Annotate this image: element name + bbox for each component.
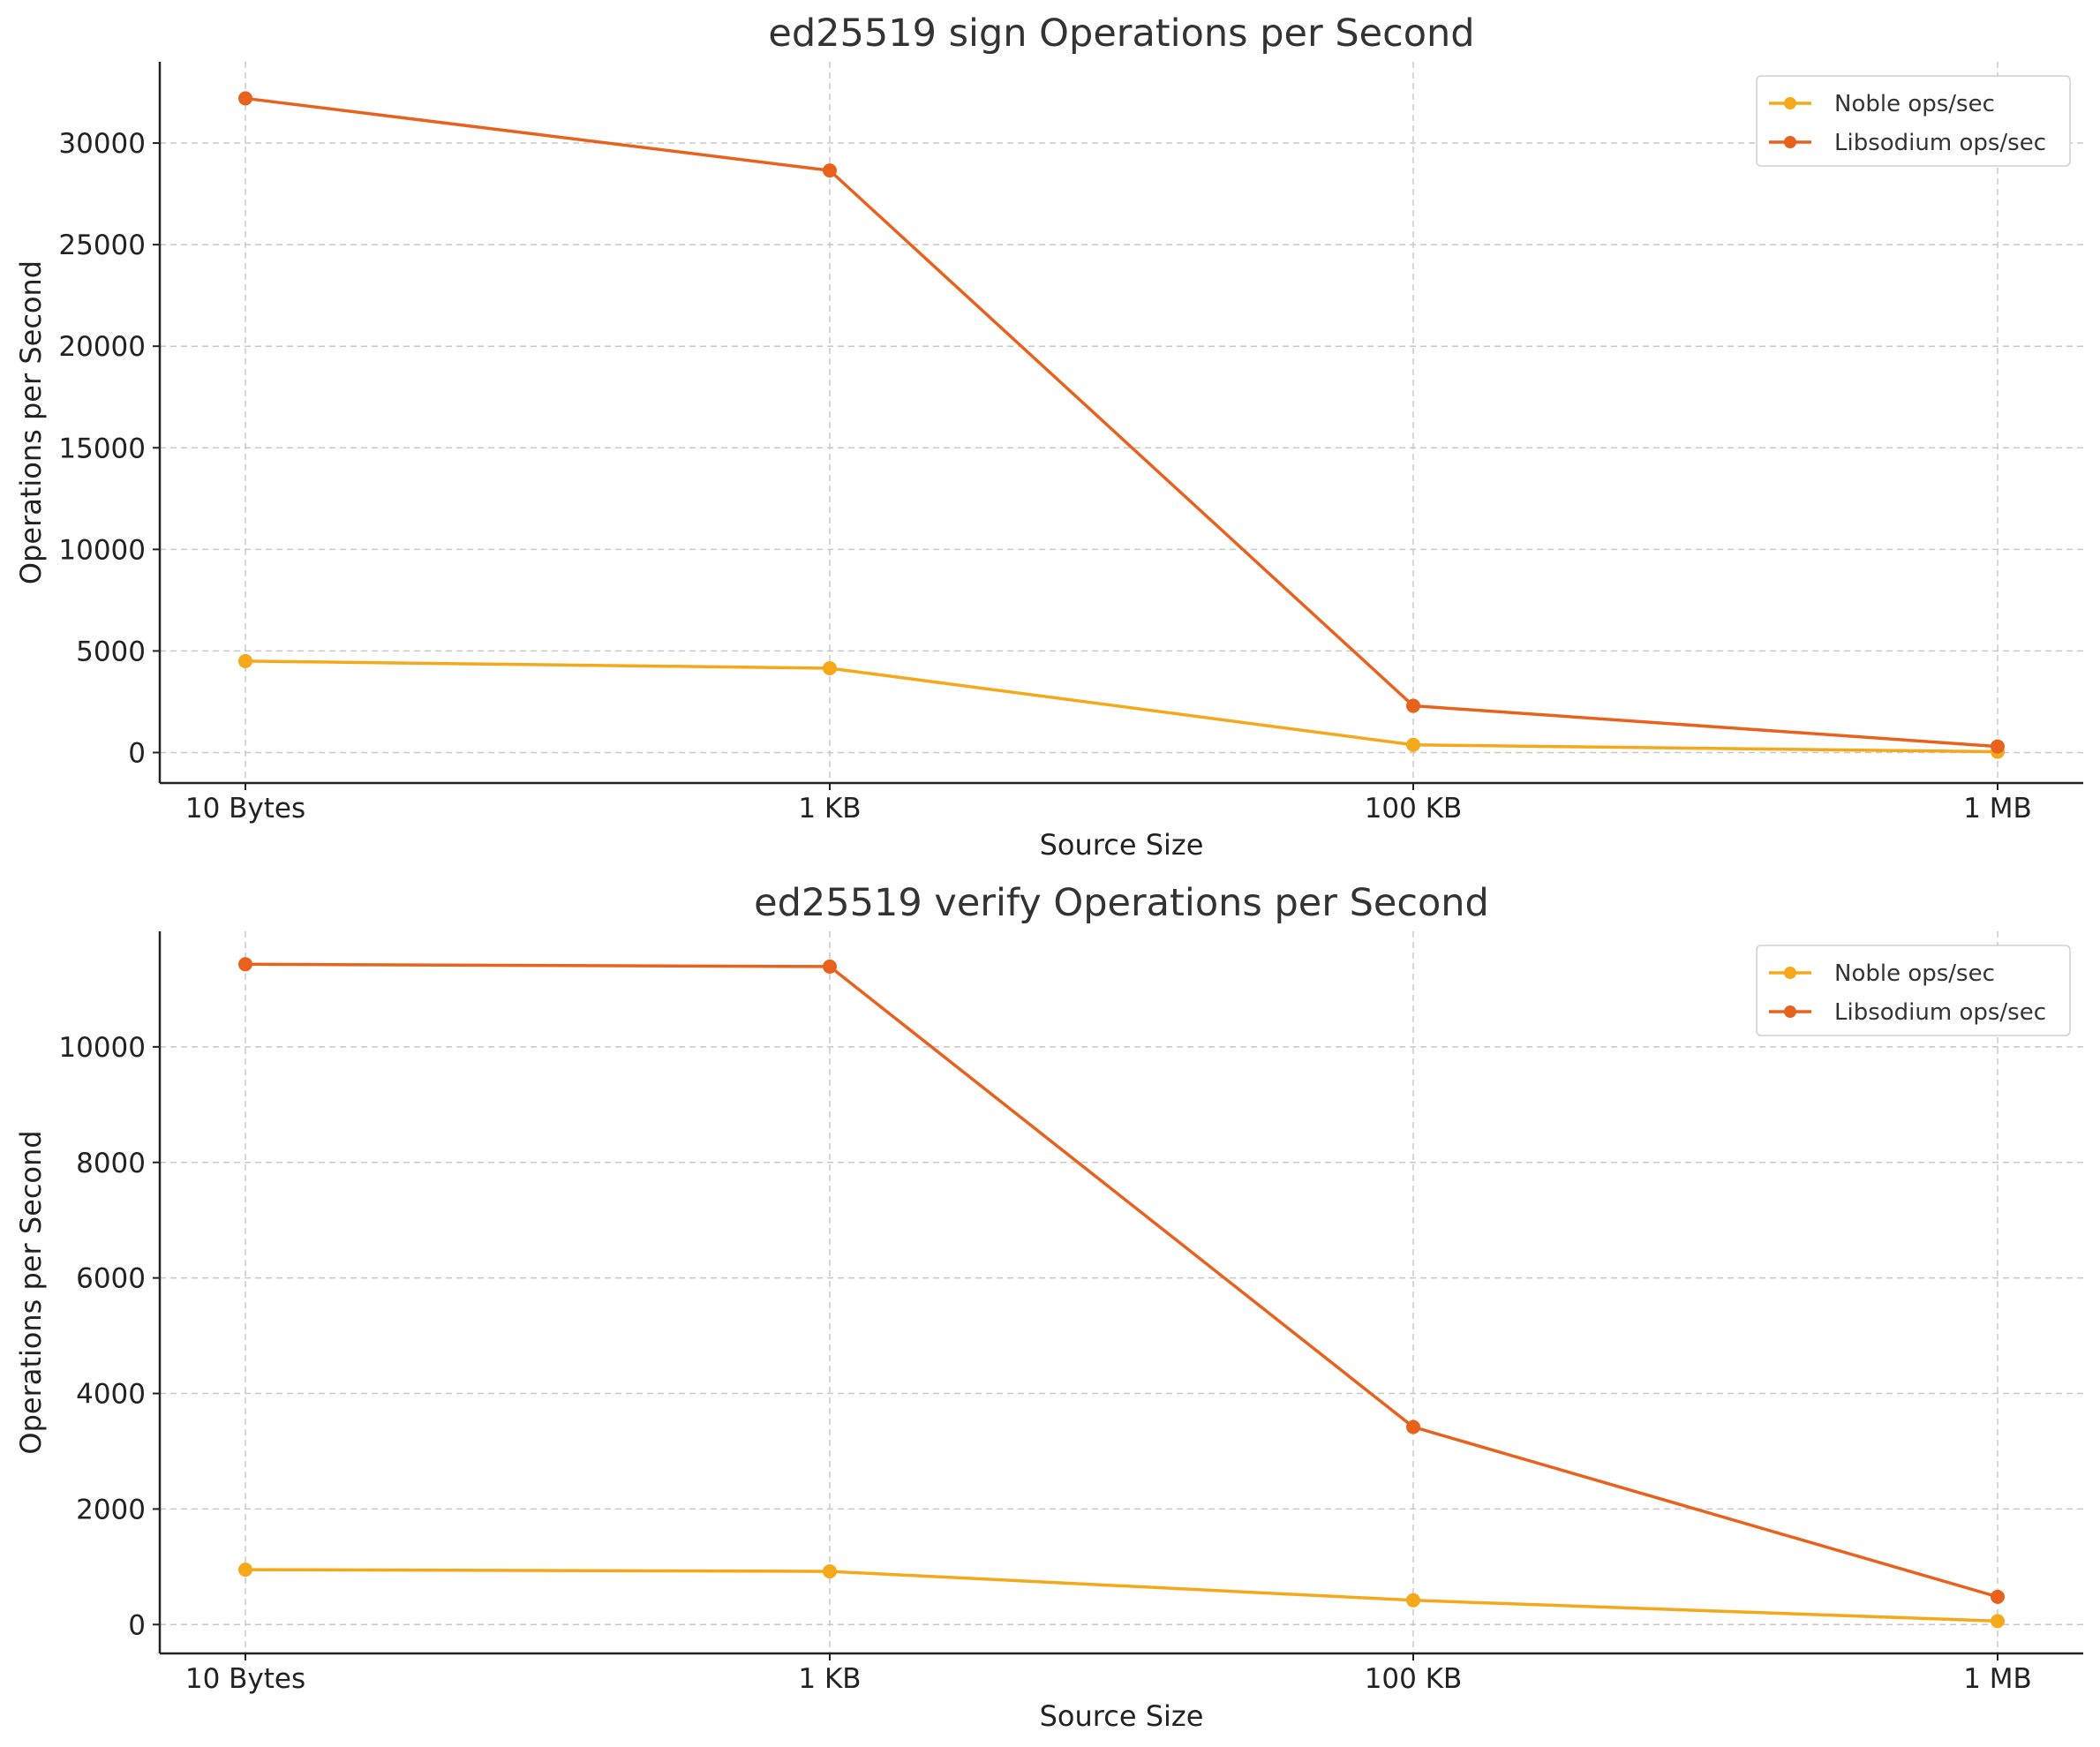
legend: Noble ops/sec Libsodium ops/sec xyxy=(1756,75,2071,167)
x-axis-label: Source Size xyxy=(1040,828,1204,862)
series-line-libsodium xyxy=(245,96,1998,749)
chart-title: ed25519 verify Operations per Second xyxy=(754,881,1489,925)
series-line-libsodium xyxy=(245,962,1998,1599)
y-tick-label: 6000 xyxy=(76,1263,146,1295)
y-tick-label: 0 xyxy=(128,737,146,769)
data-point-libsodium xyxy=(238,957,252,972)
legend-label: Noble ops/sec xyxy=(1834,960,1995,987)
series-libsodium xyxy=(238,957,2005,1604)
legend: Noble ops/sec Libsodium ops/sec xyxy=(1756,945,2071,1036)
data-point-noble xyxy=(1991,1614,2005,1629)
y-tick-label: 5000 xyxy=(76,636,146,667)
legend-label: Libsodium ops/sec xyxy=(1834,999,2046,1026)
x-tick-label: 10 Bytes xyxy=(185,793,305,825)
x-tick-label: 10 Bytes xyxy=(185,1663,305,1695)
y-axis-label: Operations per Second xyxy=(14,1130,48,1454)
y-tick-label: 10000 xyxy=(58,534,146,566)
gridlines xyxy=(160,62,2083,783)
x-tick-label: 100 KB xyxy=(1365,1663,1463,1695)
y-tick-label: 20000 xyxy=(58,331,146,363)
x-tick-label: 100 KB xyxy=(1365,793,1463,825)
series-line-noble xyxy=(245,1568,1998,1623)
y-tick-label: 2000 xyxy=(76,1494,146,1525)
legend-label: Noble ops/sec xyxy=(1834,91,1995,117)
series-noble xyxy=(238,1563,2005,1629)
y-tick-label: 30000 xyxy=(58,128,146,160)
data-point-libsodium xyxy=(1991,739,2005,754)
data-point-libsodium xyxy=(823,163,837,178)
gridlines xyxy=(160,931,2083,1653)
legend-box xyxy=(1756,75,2071,167)
series-line-noble xyxy=(245,659,1998,754)
data-point-noble xyxy=(823,660,837,675)
y-tick-label: 0 xyxy=(128,1609,146,1641)
data-point-libsodium xyxy=(238,91,252,106)
chart-title: ed25519 sign Operations per Second xyxy=(768,11,1474,56)
data-point-noble xyxy=(1406,737,1420,752)
data-point-libsodium xyxy=(823,959,837,974)
data-point-noble xyxy=(1406,1593,1420,1608)
x-tick-label: 1 MB xyxy=(1963,1663,2032,1695)
data-point-libsodium xyxy=(1406,698,1420,713)
x-tick-label: 1 KB xyxy=(798,793,861,825)
series-libsodium xyxy=(238,91,2005,754)
legend-box xyxy=(1756,945,2071,1036)
x-tick-label: 1 MB xyxy=(1963,793,2032,825)
legend-swatch-marker xyxy=(1784,967,1796,979)
series-noble xyxy=(238,653,2005,759)
legend-swatch-marker xyxy=(1784,97,1796,109)
legend-swatch-marker xyxy=(1784,136,1796,148)
chart-verify: ed25519 verify Operations per Second 0 200… xyxy=(14,881,2083,1733)
data-point-noble xyxy=(238,653,252,668)
data-point-noble xyxy=(238,1563,252,1578)
x-tick-label: 1 KB xyxy=(798,1663,861,1695)
y-tick-label: 10000 xyxy=(58,1032,146,1064)
y-tick-label: 15000 xyxy=(58,433,146,464)
data-point-noble xyxy=(823,1564,837,1579)
chart-sign: ed25519 sign Operations per Second 0 5000 1… xyxy=(14,11,2083,862)
data-point-libsodium xyxy=(1991,1589,2005,1604)
y-tick-label: 8000 xyxy=(76,1148,146,1179)
data-point-libsodium xyxy=(1406,1419,1420,1434)
y-tick-label: 25000 xyxy=(58,230,146,261)
legend-swatch-marker xyxy=(1784,1005,1796,1018)
legend-label: Libsodium ops/sec xyxy=(1834,130,2046,156)
y-axis-label: Operations per Second xyxy=(14,260,48,584)
x-axis-label: Source Size xyxy=(1040,1699,1204,1733)
y-tick-label: 4000 xyxy=(76,1379,146,1411)
